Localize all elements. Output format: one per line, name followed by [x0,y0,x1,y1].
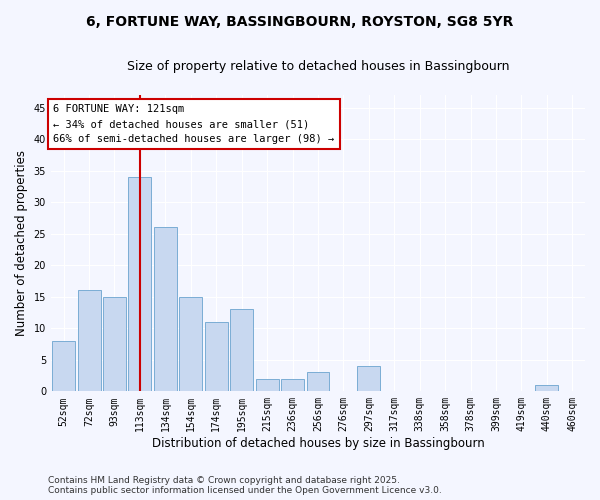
Bar [256,378,278,392]
Bar [77,290,101,392]
Title: Size of property relative to detached houses in Bassingbourn: Size of property relative to detached ho… [127,60,509,73]
Bar [230,310,253,392]
Y-axis label: Number of detached properties: Number of detached properties [15,150,28,336]
Text: Contains HM Land Registry data © Crown copyright and database right 2025.
Contai: Contains HM Land Registry data © Crown c… [48,476,442,495]
Bar [154,228,177,392]
Bar [535,385,558,392]
X-axis label: Distribution of detached houses by size in Bassingbourn: Distribution of detached houses by size … [152,437,484,450]
Bar [128,177,151,392]
Bar [205,322,227,392]
Bar [103,297,126,392]
Bar [358,366,380,392]
Bar [281,378,304,392]
Text: 6, FORTUNE WAY, BASSINGBOURN, ROYSTON, SG8 5YR: 6, FORTUNE WAY, BASSINGBOURN, ROYSTON, S… [86,15,514,29]
Bar [307,372,329,392]
Text: 6 FORTUNE WAY: 121sqm
← 34% of detached houses are smaller (51)
66% of semi-deta: 6 FORTUNE WAY: 121sqm ← 34% of detached … [53,104,335,144]
Bar [52,341,75,392]
Bar [179,297,202,392]
